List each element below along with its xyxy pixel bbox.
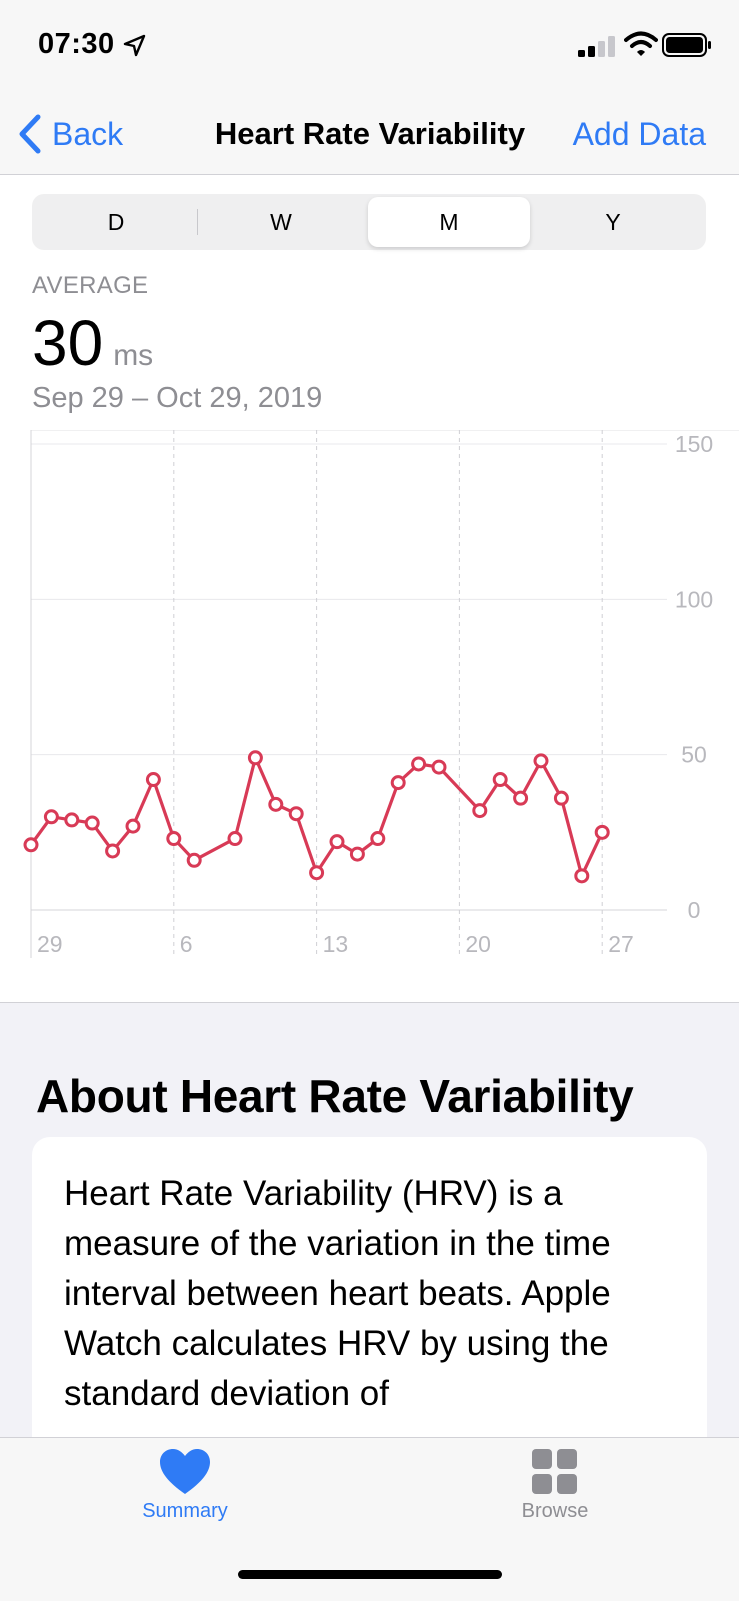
data-point <box>513 790 529 806</box>
back-button[interactable]: Back <box>16 109 123 159</box>
average-unit: ms <box>113 339 154 372</box>
segment-year[interactable]: Y <box>605 209 621 235</box>
about-section: About Heart Rate Variability Heart Rate … <box>0 1002 739 1457</box>
average-label: AVERAGE <box>32 272 149 299</box>
average-value: 30 <box>32 307 104 379</box>
data-point <box>288 806 304 822</box>
about-heading: About Heart Rate Variability <box>36 1070 634 1122</box>
data-point <box>574 868 590 884</box>
segment-divider <box>197 209 198 235</box>
data-point <box>64 812 80 828</box>
data-point <box>370 831 386 847</box>
status-time: 07:30 <box>38 28 115 60</box>
data-point <box>553 790 569 806</box>
segment-week[interactable]: W <box>270 209 292 235</box>
data-point <box>84 815 100 831</box>
status-bar: 07:30 <box>0 0 739 95</box>
page-title: Heart Rate Variability <box>214 116 526 151</box>
chevron-left-icon <box>19 114 41 154</box>
data-point <box>594 824 610 840</box>
date-range: Sep 29 – Oct 29, 2019 <box>32 382 323 414</box>
back-label: Back <box>52 115 124 152</box>
data-point <box>23 837 39 853</box>
location-arrow-icon <box>123 34 146 57</box>
data-point <box>145 772 161 788</box>
data-point <box>125 818 141 834</box>
data-point <box>309 865 325 881</box>
chart-series <box>23 750 610 884</box>
chart-labels: 0 50 100 150 29 6 13 20 27 <box>37 431 713 957</box>
data-point <box>329 834 345 850</box>
segment-day[interactable]: D <box>107 209 125 235</box>
data-point <box>472 803 488 819</box>
data-point <box>431 759 447 775</box>
tab-browse-label: Browse <box>521 1500 589 1522</box>
tab-summary[interactable]: Summary <box>105 1448 265 1523</box>
hrv-line-chart[interactable]: 0 50 100 150 29 6 13 20 27 <box>0 430 739 990</box>
y-tick-label: 150 <box>675 431 713 457</box>
data-point <box>411 756 427 772</box>
about-text: Heart Rate Variability (HRV) is a measur… <box>64 1174 611 1413</box>
data-point <box>186 852 202 868</box>
y-tick-label: 0 <box>688 897 701 923</box>
about-card: Heart Rate Variability (HRV) is a measur… <box>32 1137 707 1457</box>
segment-month[interactable]: M <box>368 197 530 247</box>
y-tick-label: 100 <box>675 586 713 612</box>
battery-icon <box>662 33 711 57</box>
x-tick-label: 27 <box>608 931 634 957</box>
data-point <box>43 809 59 825</box>
y-tick-label: 50 <box>681 742 707 768</box>
data-point <box>349 846 365 862</box>
data-point <box>227 831 243 847</box>
data-point <box>105 843 121 859</box>
time-range-segmented-control: D W M Y <box>32 194 706 250</box>
data-point <box>533 753 549 769</box>
x-tick-label: 29 <box>37 931 63 957</box>
data-point <box>247 750 263 766</box>
add-data-button[interactable]: Add Data <box>572 116 706 152</box>
home-indicator <box>238 1570 502 1579</box>
data-point <box>268 796 284 812</box>
x-tick-label: 13 <box>323 931 349 957</box>
heart-icon <box>160 1449 210 1494</box>
data-point <box>390 775 406 791</box>
average-value-row: 30 ms <box>32 306 154 379</box>
cellular-signal-icon <box>578 36 615 57</box>
x-tick-label: 6 <box>180 931 193 957</box>
tab-browse[interactable]: Browse <box>475 1448 635 1523</box>
data-point <box>492 772 508 788</box>
series-line <box>31 756 604 878</box>
wifi-icon <box>624 31 658 56</box>
data-point <box>166 831 182 847</box>
navigation-bar: Back Heart Rate Variability Add Data <box>0 95 739 175</box>
chart-grid <box>30 430 739 958</box>
x-tick-label: 20 <box>465 931 491 957</box>
grid-icon <box>532 1449 577 1494</box>
tab-summary-label: Summary <box>142 1500 228 1522</box>
